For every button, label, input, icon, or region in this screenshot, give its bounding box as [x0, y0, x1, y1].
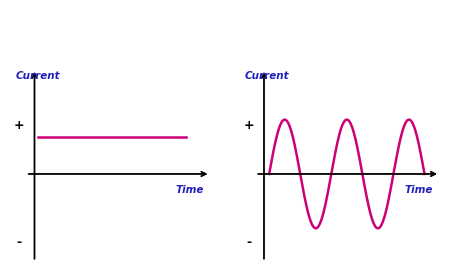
Text: +: + [14, 119, 24, 132]
Text: -: - [17, 236, 22, 249]
Text: +: + [243, 119, 254, 132]
Text: Current: Current [16, 71, 60, 81]
Text: Current: Current [245, 71, 290, 81]
Text: -: - [246, 236, 251, 249]
Text: Time: Time [405, 185, 433, 195]
Text: Time: Time [175, 185, 204, 195]
